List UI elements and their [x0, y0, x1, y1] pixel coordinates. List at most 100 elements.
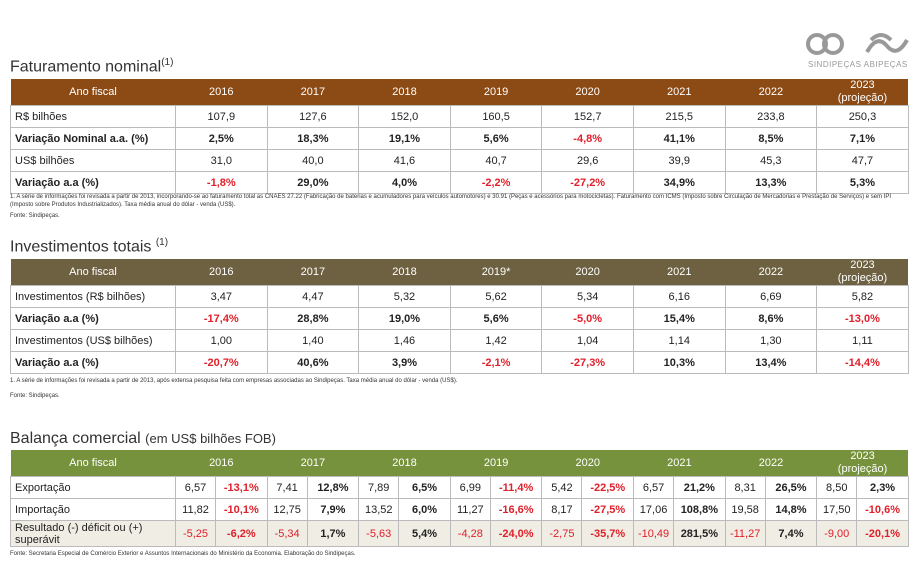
- row-label: Variação a.a (%): [10, 351, 176, 374]
- cell-percent: 1,7%: [306, 520, 360, 547]
- cell-value: -2,1%: [449, 351, 543, 374]
- investimentos-footnote: 1. A série de informações foi revisada a…: [10, 378, 458, 384]
- cell-value: 1,46: [358, 329, 451, 352]
- header-row: Ano fiscal 2016 2017 2018 2019 2020 2021 2022 20…: [10, 450, 909, 477]
- cell-value: 13,4%: [724, 351, 818, 374]
- header-row: Ano fiscal 2016 2017 2018 2019 2020 2021 2022 20…: [10, 79, 909, 106]
- cell-value: -4,8%: [541, 127, 634, 150]
- cell-percent: -10,6%: [856, 498, 909, 521]
- cell-percent: -11,4%: [489, 476, 543, 499]
- cell-value: 1,11: [816, 329, 909, 352]
- cell-value: 152,7: [541, 105, 634, 128]
- row-label: US$ bilhões: [10, 149, 176, 172]
- table-row: US$ bilhões 31,0 40,0 41,6 40,7 29,6 39,9 45,3 4…: [10, 149, 909, 172]
- cell-value: 233,8: [724, 105, 818, 128]
- faturamento-footnote: 1. A série de informações foi revisada a…: [10, 194, 892, 208]
- ano-fiscal-header: Ano fiscal: [10, 79, 176, 106]
- cell-value: 29,6: [541, 149, 634, 172]
- cell-value: -17,4%: [175, 307, 268, 330]
- cell-percent: 14,8%: [764, 498, 818, 521]
- cell-percent: -6,2%: [215, 520, 268, 547]
- cell-percent: -16,6%: [489, 498, 543, 521]
- year-header: 2023 (projeção): [816, 79, 909, 106]
- cell-percent: 7,9%: [306, 498, 360, 521]
- cell-percent: -13,1%: [215, 476, 268, 499]
- cell-value: -2,2%: [449, 171, 543, 194]
- cell-value: 8,50: [816, 476, 858, 499]
- year-header: 2019*: [450, 259, 542, 286]
- cell-value: 107,9: [175, 105, 268, 128]
- row-label: Variação a.a (%): [10, 171, 176, 194]
- cell-value: 17,06: [633, 498, 675, 521]
- cell-value: -2,75: [541, 520, 583, 547]
- cell-value: 5,6%: [449, 307, 543, 330]
- cell-value: 160,5: [449, 105, 543, 128]
- cell-percent: 21,2%: [673, 476, 726, 499]
- table-row: Exportação 6,57 -13,1% 7,41 12,8% 7,89 6,5% 6,9…: [10, 476, 909, 499]
- cell-percent: 12,8%: [306, 476, 360, 499]
- investimentos-title: Investimentos totais (1): [10, 237, 169, 256]
- cell-value: 5,6%: [449, 127, 543, 150]
- cell-percent: 5,4%: [398, 520, 451, 547]
- cell-value: 45,3: [724, 149, 818, 172]
- cell-value: -5,34: [266, 520, 308, 547]
- year-header: 2016: [175, 79, 268, 106]
- cell-percent: 6,0%: [398, 498, 451, 521]
- cell-percent: 108,8%: [673, 498, 726, 521]
- cell-value: 3,9%: [358, 351, 451, 374]
- year-header: 2019: [450, 79, 542, 106]
- cell-value: -27,3%: [541, 351, 634, 374]
- year-header: 2020: [541, 259, 634, 286]
- cell-value: 19,0%: [358, 307, 451, 330]
- cell-value: 8,5%: [724, 127, 818, 150]
- sindipecas-abipecas-logo: [806, 33, 909, 55]
- cell-value: 17,50: [816, 498, 858, 521]
- cell-value: 28,8%: [266, 307, 360, 330]
- cell-value: 7,89: [358, 476, 400, 499]
- cell-value: -1,8%: [175, 171, 268, 194]
- year-header: 2018: [358, 259, 451, 286]
- faturamento-source: Fonte: Sindipeças.: [10, 213, 60, 219]
- year-header: 2017: [267, 79, 359, 106]
- year-header: 2016: [175, 450, 268, 477]
- cell-value: -10,49: [633, 520, 675, 547]
- cell-value: 11,82: [175, 498, 216, 521]
- cell-value: 7,41: [266, 476, 308, 499]
- cell-value: 40,7: [449, 149, 543, 172]
- cell-value: 12,75: [266, 498, 308, 521]
- cell-value: 5,3%: [816, 171, 909, 194]
- table-row: Investimentos (US$ bilhões) 1,00 1,40 1,46 1…: [10, 329, 909, 352]
- cell-value: -4,28: [449, 520, 491, 547]
- cell-value: 1,14: [632, 329, 726, 352]
- cell-value: -9,00: [816, 520, 858, 547]
- cell-percent: -35,7%: [581, 520, 635, 547]
- year-header: 2017: [267, 259, 359, 286]
- cell-percent: -22,5%: [581, 476, 635, 499]
- table-row: Investimentos (R$ bilhões) 3,47 4,47 5,32 5,…: [10, 285, 909, 308]
- cell-value: 15,4%: [632, 307, 726, 330]
- year-header: 2023 (projeção): [816, 259, 909, 286]
- cell-value: -5,63: [358, 520, 400, 547]
- cell-percent: -20,1%: [856, 520, 909, 547]
- table-row: Variação a.a (%) -20,7% 40,6% 3,9% -2,1% -27,…: [10, 351, 909, 374]
- cell-value: 10,3%: [632, 351, 726, 374]
- cell-percent: 26,5%: [764, 476, 818, 499]
- logo-text: SINDIPEÇAS ABIPEÇAS: [808, 60, 908, 69]
- cell-percent: -10,1%: [215, 498, 268, 521]
- cell-value: 6,99: [449, 476, 491, 499]
- year-header: 2021: [633, 450, 726, 477]
- cell-percent: 7,4%: [764, 520, 818, 547]
- cell-value: 18,3%: [266, 127, 360, 150]
- year-header: 2018: [358, 450, 451, 477]
- year-header: 2017: [267, 450, 359, 477]
- cell-percent: -24,0%: [489, 520, 543, 547]
- investimentos-source: Fonte: Sindipeças.: [10, 393, 60, 399]
- row-label: Importação: [10, 498, 176, 521]
- year-header: 2022: [725, 79, 817, 106]
- year-header: 2019: [450, 450, 542, 477]
- cell-value: 4,47: [266, 285, 360, 308]
- cell-value: 29,0%: [266, 171, 360, 194]
- cell-value: 250,3: [816, 105, 909, 128]
- cell-value: 5,62: [449, 285, 543, 308]
